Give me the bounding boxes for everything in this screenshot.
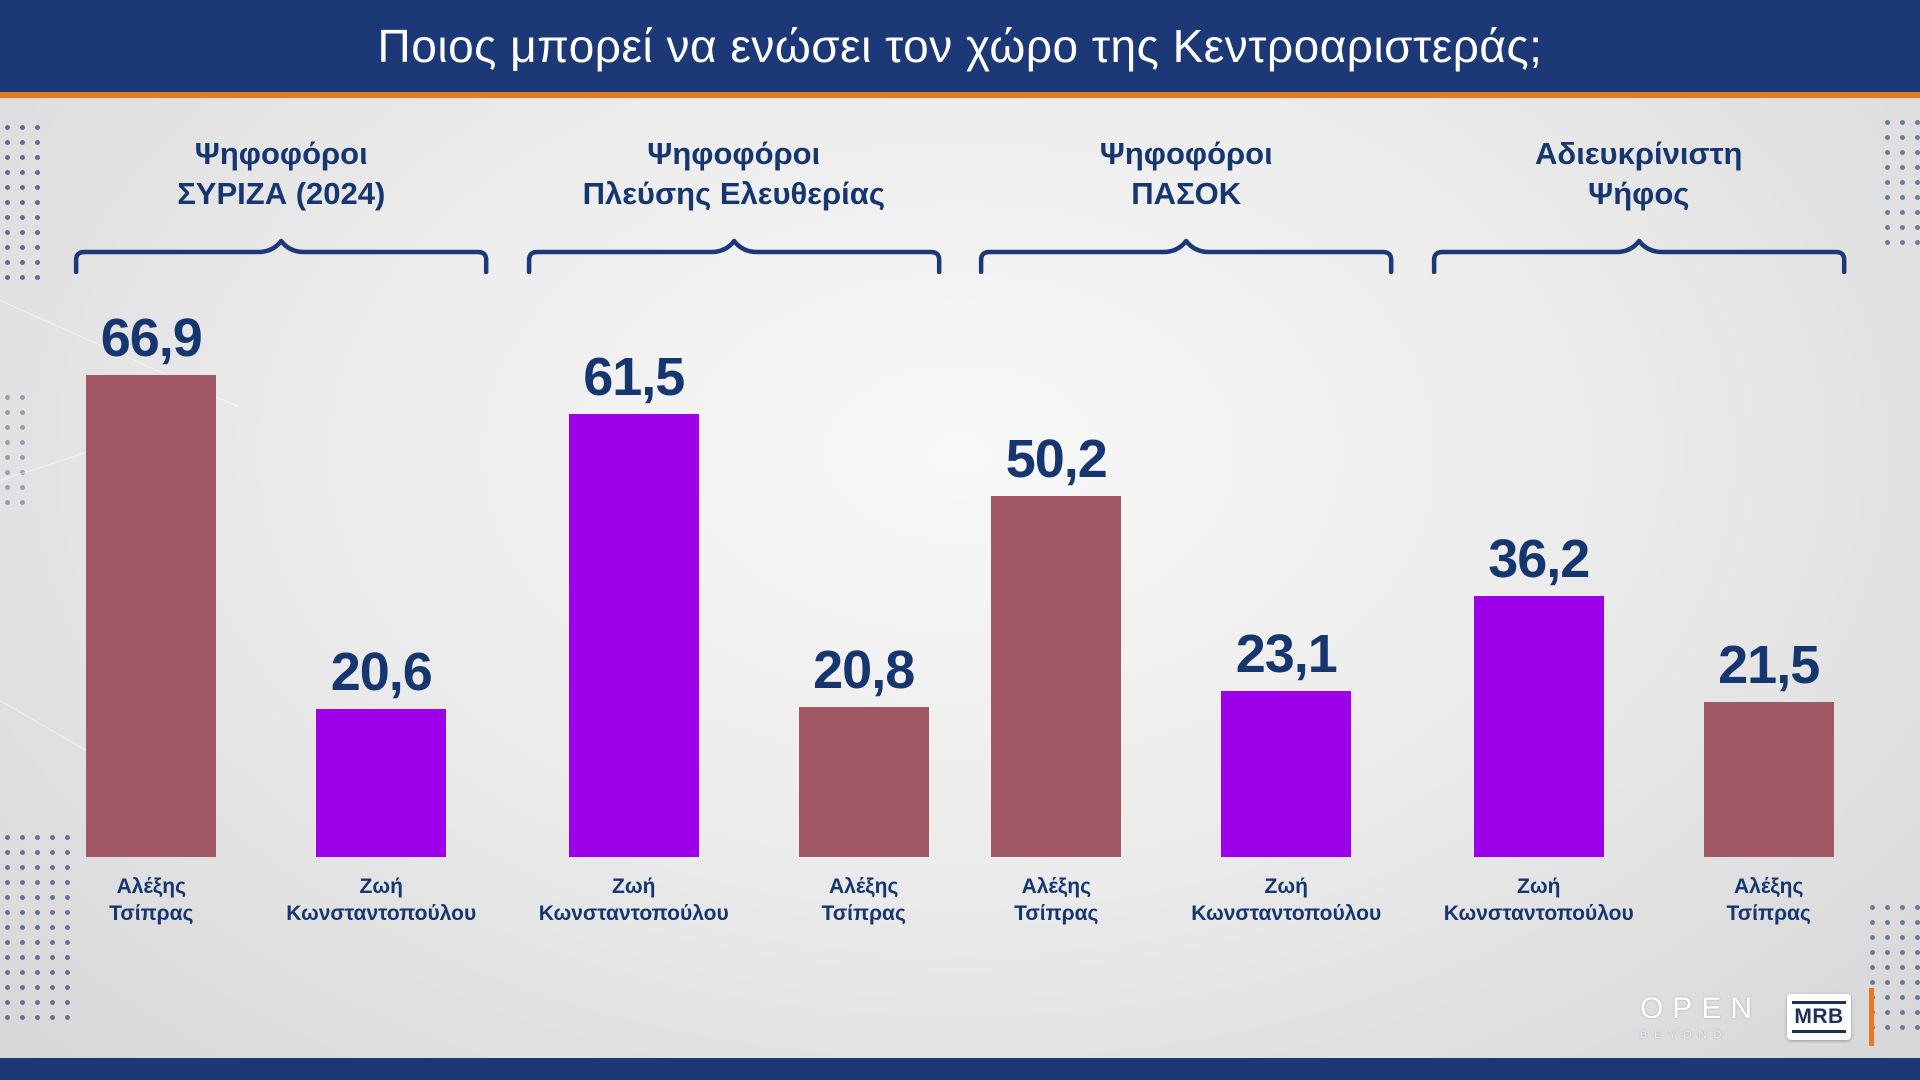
bar-name-line2: Τσίπρας: [821, 902, 906, 926]
bar-value-label: 50,2: [1005, 428, 1108, 489]
group-brace-icon: [73, 238, 489, 274]
bar: [568, 414, 699, 857]
bar-name-line1: Αλέξης: [1733, 875, 1804, 898]
chart-group: Αδιευκρίνιστη Ψήφος 36,2 Ζωή Κωνσταντοπο…: [1413, 134, 1866, 935]
open-channel-logo: OPEN BEYOND: [1639, 991, 1761, 1041]
bar-column: 20,8 Αλέξης Τσίπρας: [798, 640, 929, 935]
bar-name-line2: Κωνσταντοπούλου: [286, 902, 477, 926]
bar-name: Ζωή Κωνσταντοπούλου: [1444, 873, 1634, 935]
bar: [991, 495, 1122, 857]
group-bars: 66,9 Αλέξης Τσίπρας 20,6 Ζωή Κωνσταντοπο…: [86, 280, 476, 935]
bar-value-label: 61,5: [583, 347, 685, 408]
orange-accent-bar: [1869, 988, 1874, 1046]
group-bars: 61,5 Ζωή Κωνσταντοπούλου 20,8 Αλέξης Τσί…: [539, 280, 929, 935]
bar-value-label: 36,2: [1488, 529, 1590, 590]
bar-name: Αλέξης Τσίπρας: [109, 873, 193, 935]
bar-value-label: 20,8: [813, 640, 915, 701]
page-title: Ποιος μπορεί να ενώσει τον χώρο της Κεντ…: [377, 20, 1543, 72]
bar-name: Ζωή Κωνσταντοπούλου: [1191, 873, 1381, 935]
bar-name-line1: Αλέξης: [116, 875, 186, 898]
bar-name: Αλέξης Τσίπρας: [822, 873, 906, 935]
group-header-line2: Πλεύσης Ελευθερίας: [582, 175, 885, 211]
group-header: Ψηφοφόροι Πλεύσης Ελευθερίας: [583, 134, 885, 216]
group-header-line1: Ψηφοφόροι: [1099, 136, 1273, 171]
mrb-logo: MRB: [1787, 994, 1851, 1040]
bar: [86, 375, 217, 857]
group-header-line2: Ψήφος: [1588, 175, 1690, 211]
group-header-line2: ΣΥΡΙΖΑ (2024): [177, 175, 386, 211]
group-brace-icon: [978, 238, 1394, 274]
bar-name: Αλέξης Τσίπρας: [1727, 873, 1811, 935]
group-brace-icon: [1431, 238, 1847, 274]
bar: [798, 707, 929, 857]
chart-group: Ψηφοφόροι Πλεύσης Ελευθερίας 61,5 Ζωή Κω…: [508, 134, 961, 935]
bar-name-line1: Αλέξης: [1021, 875, 1091, 898]
open-logo-subtext: BEYOND: [1639, 1028, 1729, 1041]
bar-name-line2: Κωνσταντοπούλου: [538, 902, 729, 926]
chart-groups: Ψηφοφόροι ΣΥΡΙΖΑ (2024) 66,9 Αλέξης Τσίπ…: [55, 134, 1865, 935]
bar-name-line1: Αλέξης: [828, 875, 899, 898]
footer-logos: OPEN BEYOND MRB: [1640, 988, 1874, 1046]
mrb-logo-text: MRB: [1792, 1001, 1846, 1033]
bar: [1221, 690, 1352, 857]
group-header-line2: ΠΑΣΟΚ: [1131, 175, 1242, 211]
bar-name: Ζωή Κωνσταντοπούλου: [286, 873, 476, 935]
group-header-line1: Ψηφοφόροι: [194, 136, 368, 171]
group-brace-icon: [526, 238, 942, 274]
bar-column: 66,9 Αλέξης Τσίπρας: [86, 308, 217, 935]
bar-column: 50,2 Αλέξης Τσίπρας: [991, 428, 1122, 935]
bar-name-line2: Τσίπρας: [1726, 902, 1811, 926]
bar-column: 36,2 Ζωή Κωνσταντοπούλου: [1444, 532, 1634, 935]
bar: [316, 708, 447, 857]
bar-name-line1: Ζωή: [1517, 875, 1561, 898]
group-header-line1: Ψηφοφόροι: [647, 136, 821, 171]
bar-name-line2: Τσίπρας: [1014, 902, 1099, 926]
bar-name: Ζωή Κωνσταντοπούλου: [539, 873, 729, 935]
group-header: Ψηφοφόροι ΠΑΣΟΚ: [1100, 134, 1273, 216]
bar-value-label: 21,5: [1718, 635, 1820, 696]
bar-value-label: 23,1: [1235, 623, 1338, 684]
bar: [1703, 702, 1834, 857]
bar-name: Αλέξης Τσίπρας: [1014, 873, 1098, 935]
bar-name-line2: Κωνσταντοπούλου: [1191, 902, 1382, 926]
chart-group: Ψηφοφόροι ΠΑΣΟΚ 50,2 Αλέξης Τσίπρας 23,1…: [960, 134, 1413, 935]
bar-value-label: 20,6: [330, 641, 433, 702]
bar-column: 61,5 Ζωή Κωνσταντοπούλου: [539, 350, 729, 935]
group-header: Αδιευκρίνιστη Ψήφος: [1535, 134, 1742, 216]
bar-column: 23,1 Ζωή Κωνσταντοπούλου: [1191, 627, 1381, 935]
bar-name-line1: Ζωή: [359, 875, 403, 898]
bottom-strip: [0, 1058, 1920, 1080]
group-bars: 50,2 Αλέξης Τσίπρας 23,1 Ζωή Κωνσταντοπο…: [991, 280, 1381, 935]
group-header-line1: Αδιευκρίνιστη: [1535, 136, 1743, 171]
chart-group: Ψηφοφόροι ΣΥΡΙΖΑ (2024) 66,9 Αλέξης Τσίπ…: [55, 134, 508, 935]
chart-area: Ψηφοφόροι ΣΥΡΙΖΑ (2024) 66,9 Αλέξης Τσίπ…: [0, 104, 1920, 1040]
bar-name-line2: Τσίπρας: [109, 902, 194, 926]
header-bar: Ποιος μπορεί να ενώσει τον χώρο της Κεντ…: [0, 0, 1920, 98]
bar-name-line1: Ζωή: [1264, 875, 1308, 898]
bar-column: 21,5 Αλέξης Τσίπρας: [1703, 635, 1834, 935]
bar-column: 20,6 Ζωή Κωνσταντοπούλου: [286, 645, 476, 935]
bar-value-label: 66,9: [100, 308, 203, 369]
group-bars: 36,2 Ζωή Κωνσταντοπούλου 21,5 Αλέξης Τσί…: [1444, 280, 1834, 935]
group-header: Ψηφοφόροι ΣΥΡΙΖΑ (2024): [177, 134, 385, 216]
bar: [1473, 596, 1604, 857]
bar-name-line2: Κωνσταντοπούλου: [1443, 902, 1634, 926]
open-logo-text: OPEN: [1639, 991, 1761, 1025]
bar-name-line1: Ζωή: [612, 875, 656, 898]
